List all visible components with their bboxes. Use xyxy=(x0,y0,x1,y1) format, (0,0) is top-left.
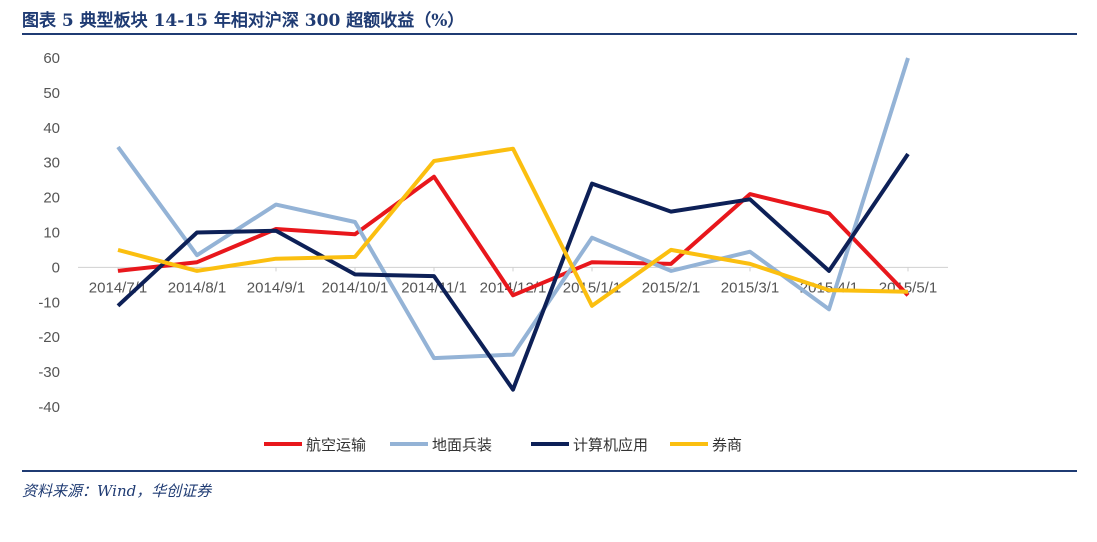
series-line xyxy=(116,152,910,392)
x-tick-label: 2015/1/1 xyxy=(563,279,621,296)
title-divider xyxy=(22,33,1077,35)
series-line xyxy=(117,174,910,298)
y-tick-label: 40 xyxy=(43,120,60,137)
series-line xyxy=(116,57,910,361)
x-tick-label: 2015/2/1 xyxy=(642,279,700,296)
x-axis: 2014/7/1 2014/8/1 2014/9/1 2014/10/1 2014/11… xyxy=(89,267,937,296)
y-tick-label: 0 xyxy=(52,259,60,276)
x-tick-label: 2014/10/1 xyxy=(322,279,389,296)
y-tick-label: 30 xyxy=(43,155,60,172)
x-tick-label: 2014/9/1 xyxy=(247,279,305,296)
chart-title: 图表 5 典型板块 14-15 年相对沪深 300 超额收益（%） xyxy=(22,11,465,31)
legend-label: 计算机应用 xyxy=(573,436,648,454)
y-axis: 60 50 40 30 20 10 0 -10 -20 -30 -40 xyxy=(38,50,60,416)
y-tick-label: -10 xyxy=(38,294,60,311)
y-tick-label: -40 xyxy=(38,399,60,416)
series-line xyxy=(117,146,909,308)
y-tick-label: -30 xyxy=(38,364,60,381)
y-tick-label: 60 xyxy=(43,50,60,67)
source-note: 资料来源：Wind，华创证券 xyxy=(22,482,212,500)
x-tick-label: 2014/12/1 xyxy=(480,279,547,296)
y-tick-label: 50 xyxy=(43,85,60,102)
y-tick-label: 20 xyxy=(43,190,60,207)
y-tick-label: 10 xyxy=(43,225,60,242)
legend-label: 地面兵装 xyxy=(432,436,492,454)
x-tick-label: 2015/3/1 xyxy=(721,279,779,296)
footer-divider xyxy=(22,470,1077,472)
y-tick-label: -20 xyxy=(38,329,60,346)
x-tick-label: 2014/8/1 xyxy=(168,279,226,296)
legend: 航空运输 地面兵装 计算机应用 券商 xyxy=(264,436,742,454)
series-lines xyxy=(116,57,910,392)
legend-label: 券商 xyxy=(712,436,742,454)
legend-label: 航空运输 xyxy=(306,436,366,454)
x-tick-label: 2014/11/1 xyxy=(401,279,467,296)
